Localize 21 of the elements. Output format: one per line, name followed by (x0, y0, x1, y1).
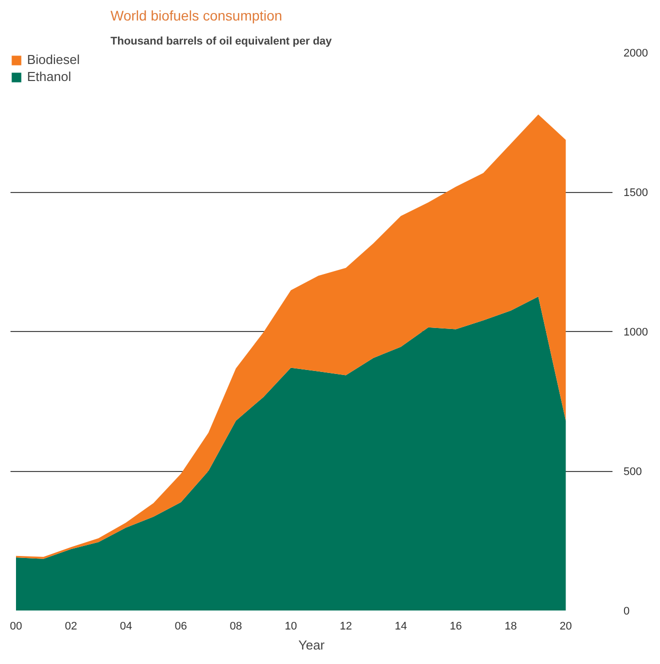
y-tick-label: 0 (624, 606, 630, 618)
x-tick-label: 04 (120, 620, 132, 632)
x-tick-label: 08 (230, 620, 242, 632)
x-tick-label: 02 (64, 620, 78, 632)
x-tick-label: 00 (10, 620, 22, 632)
x-tick-label: 06 (174, 620, 188, 632)
y-tick-label: 1500 (624, 187, 648, 199)
x-axis-title: Year (298, 638, 326, 652)
chart-title: World biofuels consumption (110, 8, 282, 24)
legend-label: Biodiesel (27, 52, 80, 67)
y-tick-label: 2000 (624, 48, 648, 60)
x-tick-label: 10 (284, 620, 298, 632)
x-tick-label: 16 (450, 620, 462, 632)
y-tick-label: 500 (624, 466, 642, 478)
legend-label: Ethanol (27, 69, 72, 84)
x-tick-label: 18 (504, 620, 517, 632)
chart-subtitle: Thousand barrels of oil equivalent per day (110, 36, 333, 48)
x-tick-label: 20 (560, 620, 572, 632)
y-tick-label: 1000 (624, 326, 648, 338)
x-tick-label: 14 (394, 620, 407, 632)
x-tick-label: 12 (340, 620, 352, 632)
